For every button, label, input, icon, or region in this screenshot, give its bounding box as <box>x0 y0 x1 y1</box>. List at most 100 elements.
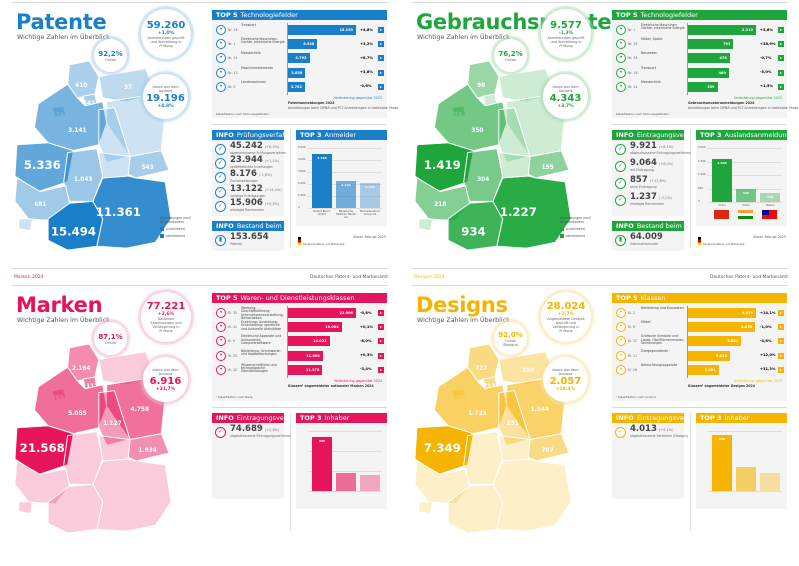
info-prefix: INFO <box>616 414 634 422</box>
top5-rank: Kl. 35 <box>228 311 238 315</box>
section-subtitle: Wichtige Zahlen im Überblick <box>17 317 110 324</box>
top3-gridline <box>308 431 382 432</box>
top3-tick: 0 <box>298 206 300 209</box>
info-label: abgeschlossene Eintragungsverfahren <box>630 151 692 155</box>
map-region-value: 7.349 <box>424 441 461 455</box>
certificate-icon: ✓ <box>615 161 626 172</box>
info-change: (+2,6%) <box>264 428 280 432</box>
top5-footnote: ¹ Klassifikation nach Locarno <box>616 395 657 399</box>
map-region-value: 5.055 <box>68 411 86 417</box>
top5-bar: 6.538 <box>288 39 318 50</box>
stat-foreign-value: 4.343 <box>549 92 582 104</box>
top5-axis <box>687 23 688 95</box>
legend-marker-icon <box>160 227 164 231</box>
legend-marker-icon <box>160 234 164 238</box>
map-region-TH <box>498 434 531 462</box>
flag-canton <box>762 210 769 215</box>
bestand-title: Bestand beim DPMA <box>636 222 703 230</box>
info-value: 4.013 (+6,1%) <box>630 424 673 436</box>
top3-title: Auslandsanmeldungen <box>724 131 799 139</box>
stat-total-label: Anmeldungen geprüft und Anmeldung in Prü… <box>147 36 185 48</box>
top5-change: -0,6% <box>360 84 372 89</box>
top5-bar: 15.153 <box>288 25 356 35</box>
top5-change: +0,3% <box>360 353 373 358</box>
info-value-number: 4.013 <box>630 424 657 434</box>
info-label: erledigte Recherchen <box>230 207 265 212</box>
stat-total-bubble: 9.577 -1,3% Anmeldungen geprüft und Anmeld… <box>541 9 591 59</box>
top3-header: TOP 3 Auslandsanmeldungen <box>696 130 799 140</box>
section-patente: Patente Wichtige Zahlen im Überblick 410 44… <box>0 0 400 283</box>
top5-row: • Kl. 2 Bekleidung und Kurzwaren 4.878 +14,1… <box>612 306 787 320</box>
top5-footnote: Klassifikation nach Technologiefeldern <box>216 112 270 116</box>
top3-bar: 500 <box>736 188 756 202</box>
top5-bar: 4.830 <box>688 322 756 333</box>
top5-caption: Klassen¹ angemeldeter Designs 2024 <box>688 384 755 388</box>
stat-foreign-label: davon aus dem Ausland <box>552 367 579 376</box>
trend-arrow-icon: ▸ <box>778 69 784 76</box>
magnifier-icon: ✓ <box>615 195 626 206</box>
top3-gridline <box>708 161 782 163</box>
header-rule-bottom <box>412 285 788 286</box>
map-region-value: 218 <box>434 202 446 208</box>
top5-change: +38,9% <box>760 41 776 46</box>
section-divider <box>212 407 387 408</box>
map-region-value: 11.361 <box>96 205 141 219</box>
info-value: 857 (+13,8%) <box>630 175 667 187</box>
top5-change: +3,2% <box>360 41 373 46</box>
info-value-number: 23.944 <box>230 155 263 166</box>
top3-panel: TOP 3 Anmelder 0 1.000 2.000 3.000 4.000 5.000 4… <box>296 130 387 226</box>
top5-row: • Nr. 1 Elektrische Maschinen, Geräte, ele… <box>612 23 787 37</box>
shirt-icon: • <box>616 308 626 318</box>
top5-change: -5,0% <box>760 70 772 75</box>
info-header: INFO Eintragungsverfahren <box>212 413 308 423</box>
map-region-value: 681 <box>34 202 46 208</box>
info-value-number: 45.242 <box>230 141 263 151</box>
top5-rank: Nr. 14 <box>628 84 638 89</box>
top5-title: Technologiefelder <box>640 11 698 19</box>
header-label: Designs 2024 <box>414 275 445 280</box>
stat-online-label: Online <box>505 57 516 62</box>
trend-arrow-icon: ▸ <box>778 338 784 345</box>
column-divider <box>290 413 291 531</box>
building-icon: • <box>616 53 626 64</box>
top5-rank: Kl. 11 <box>628 353 638 358</box>
check-icon: ✓ <box>215 427 226 438</box>
top5-change: +12,0% <box>760 353 776 358</box>
thumbs-down-icon: ✓ <box>215 172 226 184</box>
top5-row: • Kl. 32 Grafische Symbole und Logos, Ober… <box>612 335 787 348</box>
bestand-title: Bestand beim DPMA <box>236 222 303 230</box>
trend-arrow-icon: ▸ <box>378 324 384 331</box>
stat-foreign-change: +3,7% <box>557 103 574 109</box>
source-note: Stand: Februar 2025 <box>753 235 786 239</box>
top5-label: Transport <box>241 23 256 27</box>
archive-icon: ▮ <box>615 235 626 246</box>
map-region-value: 304 <box>477 177 489 183</box>
bestand-panel: INFO Bestand beim DPMA ▮ 153.654 Patente <box>212 221 303 251</box>
info-change: (+5,5%) <box>264 201 280 206</box>
stat-total-value: 9.577 <box>550 20 582 31</box>
trend-arrow-icon: ▸ <box>378 366 384 373</box>
stat-total-change: +2,7% <box>557 312 575 317</box>
section-designs: Designs 2024 Deutsches Patent- und Marken… <box>400 262 799 566</box>
plug-icon: • <box>616 25 626 35</box>
top3-tick: 4.000 <box>298 158 306 161</box>
info-label: abgeschlossene Prüfungsverfahren <box>230 151 287 155</box>
map-legend-title: Anmeldungen nach Bundesländern <box>560 216 591 224</box>
section-marken: Marken 2024 Deutsches Patent- und Markena… <box>0 262 400 566</box>
top5-label: Erziehung; Ausbildung; Unterhaltung; spo… <box>241 320 282 331</box>
stat-online-label: Online (Designs) <box>502 338 519 347</box>
header-publisher: Deutsches Patent- und Markenamt <box>310 275 388 280</box>
top5-label: Elektrische Apparate und Instrumente; Co… <box>241 334 282 345</box>
info-header: INFO Prüfungsverfahren <box>212 130 297 140</box>
top5-rank: Kl. 32 <box>628 339 638 344</box>
trend-arrow-icon: ▸ <box>778 352 784 359</box>
top3-title: Inhaber <box>724 414 750 422</box>
info-value-number: 9.064 <box>630 158 657 168</box>
top5-bar: 3.016 <box>688 350 730 361</box>
top5-change: -3,4% <box>360 367 372 372</box>
map-region-ST <box>98 390 131 446</box>
top3-category: Robert Bosch GmbH <box>313 210 331 216</box>
top3-prefix: TOP 3 <box>300 131 322 139</box>
info-panel: INFO Eintragungsverfahren ✓ 4.013 (+6,1%) abg… <box>612 413 708 499</box>
